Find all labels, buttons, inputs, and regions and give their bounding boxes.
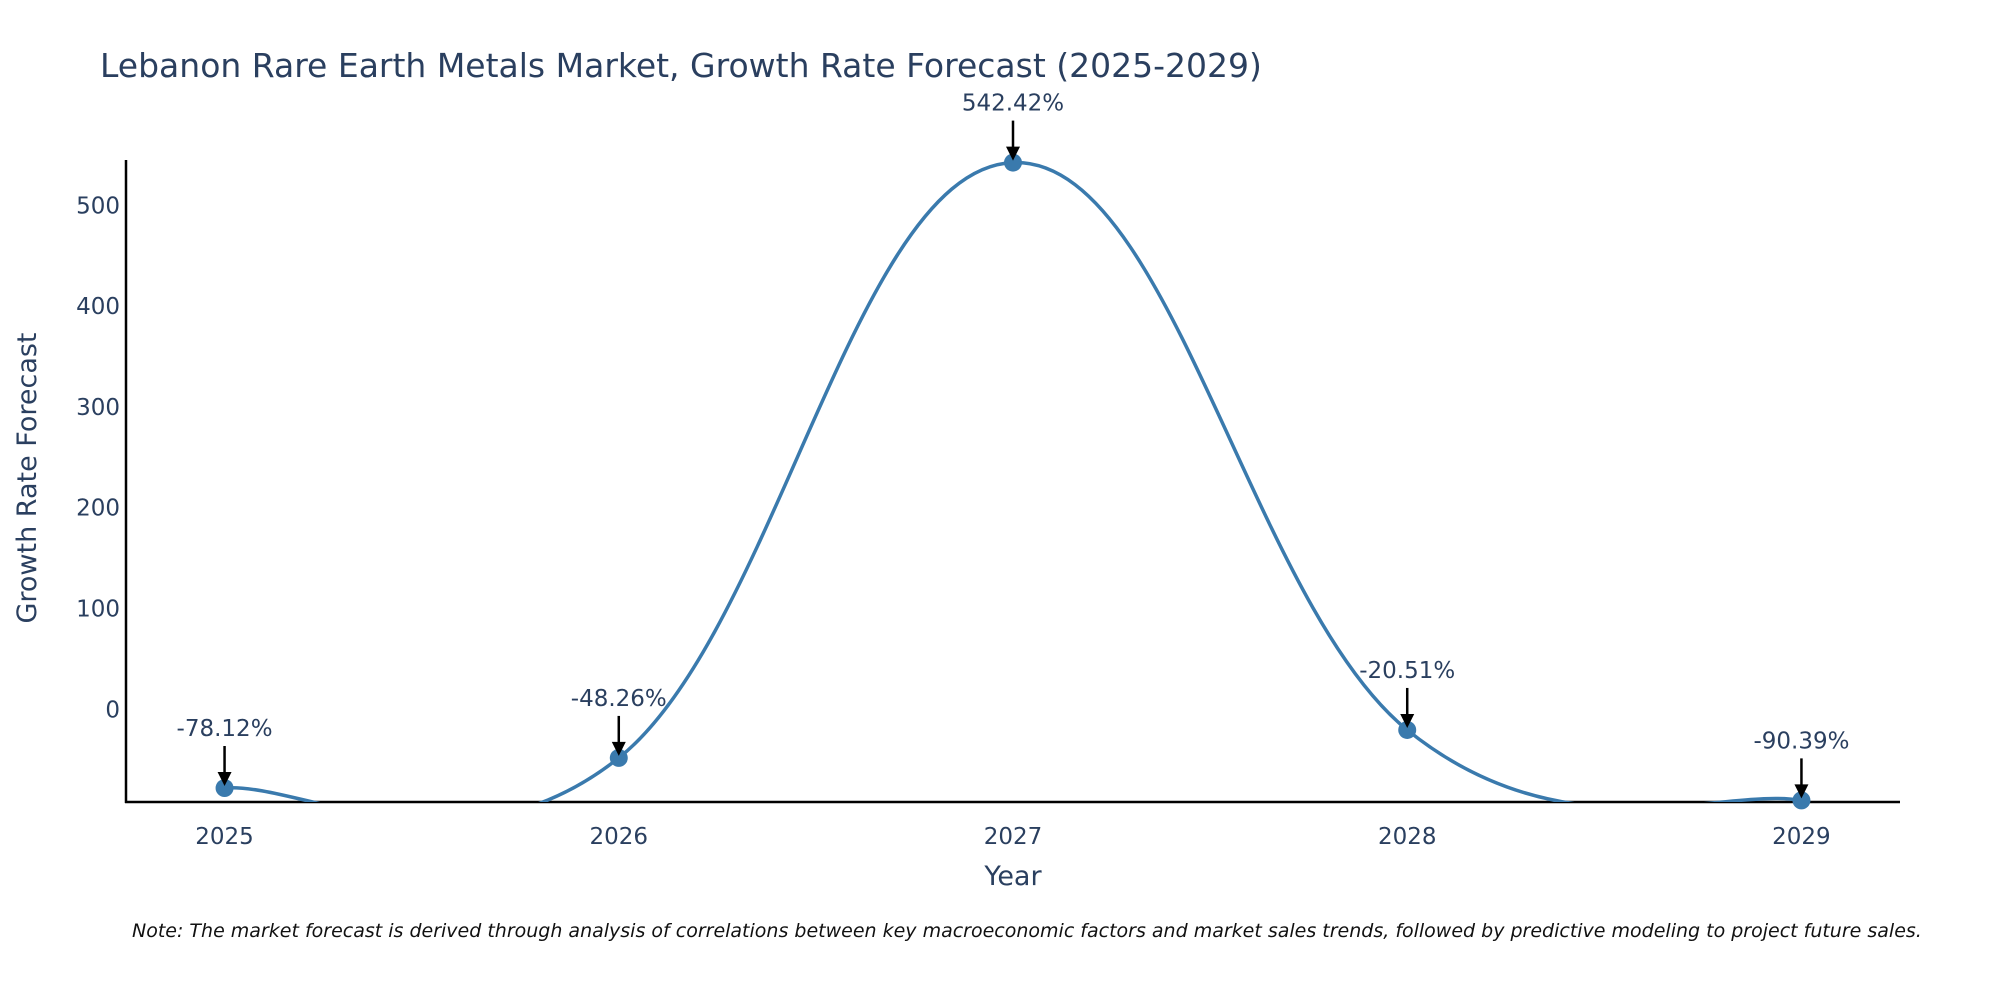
annotation-label: -90.39% xyxy=(1753,728,1849,754)
marker-layer xyxy=(215,153,1811,810)
chart-title: Lebanon Rare Earth Metals Market, Growth… xyxy=(100,46,1262,85)
y-tick-label: 400 xyxy=(76,294,120,320)
data-point xyxy=(1792,791,1811,810)
annotation-arrow-head xyxy=(1400,713,1415,728)
annotation-arrow-head xyxy=(1794,784,1809,799)
x-tick-label: 2026 xyxy=(590,824,649,850)
annotation-layer: -78.12% -48.26% 542.42% -20.51% -90.39% xyxy=(177,91,1849,799)
tick-layer: 0 100 200 300 400 500 2025 2026 2027 2028 2029 xyxy=(76,193,1831,850)
annotation-label: -48.26% xyxy=(571,686,667,712)
x-tick-label: 2027 xyxy=(984,824,1043,850)
data-point xyxy=(1398,720,1417,739)
x-axis-title: Year xyxy=(983,861,1042,892)
annotation-label: -20.51% xyxy=(1359,658,1455,684)
y-tick-label: 200 xyxy=(76,496,120,522)
annotation-label: 542.42% xyxy=(962,91,1064,117)
y-tick-label: 500 xyxy=(76,193,120,219)
series-line xyxy=(224,160,1802,802)
curve-layer xyxy=(224,160,1802,802)
annotation-label: -78.12% xyxy=(177,716,273,742)
y-tick-label: 0 xyxy=(105,697,120,723)
y-tick-label: 300 xyxy=(76,395,120,421)
annotation-arrow-head xyxy=(1006,146,1020,161)
chart-note: Note: The market forecast is derived thr… xyxy=(132,920,1922,942)
x-tick-label: 2025 xyxy=(195,824,254,850)
data-point xyxy=(1004,153,1022,172)
y-axis-title: Growth Rate Forecast xyxy=(12,332,43,623)
x-tick-label: 2028 xyxy=(1378,824,1437,850)
axes xyxy=(124,160,1900,804)
annotation-arrow-head xyxy=(217,772,232,787)
x-tick-label: 2029 xyxy=(1772,824,1831,850)
data-point xyxy=(215,779,234,798)
data-point xyxy=(609,748,628,767)
y-tick-label: 100 xyxy=(76,596,120,622)
annotation-arrow-head xyxy=(611,741,626,756)
